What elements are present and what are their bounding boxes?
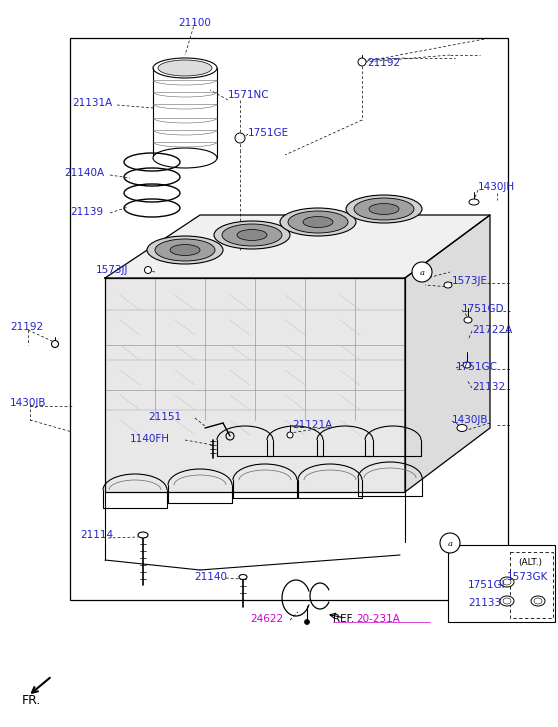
Text: 1430JH: 1430JH [478,182,515,192]
Text: 21131A: 21131A [72,98,112,108]
Text: 21722A: 21722A [472,325,512,335]
Ellipse shape [469,199,479,205]
Ellipse shape [214,221,290,249]
Ellipse shape [369,204,399,214]
Ellipse shape [358,58,366,66]
Ellipse shape [51,340,59,348]
Text: 1140FH: 1140FH [130,434,170,444]
Polygon shape [405,215,490,492]
Ellipse shape [354,198,414,220]
Text: 21100: 21100 [179,18,211,28]
Ellipse shape [303,217,333,228]
Ellipse shape [147,236,223,264]
Ellipse shape [138,532,148,538]
Text: a: a [448,540,453,548]
Text: 21192: 21192 [367,58,400,68]
Bar [510,552,553,618]
Ellipse shape [287,432,293,438]
Ellipse shape [500,596,514,606]
Ellipse shape [464,317,472,323]
Text: 1573JJ: 1573JJ [96,265,128,275]
Text: 21121A: 21121A [292,420,332,430]
Ellipse shape [145,267,152,273]
Ellipse shape [235,133,245,143]
Ellipse shape [457,425,467,432]
Text: 1751GC: 1751GC [456,362,498,372]
Text: 1573GK: 1573GK [506,572,548,582]
Text: 21114: 21114 [80,530,113,540]
Ellipse shape [503,579,511,585]
Circle shape [412,262,432,282]
Text: a: a [420,269,425,277]
Polygon shape [105,215,490,278]
Text: 1751GD: 1751GD [462,304,504,314]
Text: 21192: 21192 [10,322,43,332]
Text: 1571NC: 1571NC [228,90,270,100]
Ellipse shape [153,58,217,78]
Ellipse shape [288,211,348,233]
Ellipse shape [153,148,217,168]
Ellipse shape [170,244,200,255]
Ellipse shape [237,230,267,241]
Text: 21139: 21139 [70,207,103,217]
Polygon shape [105,278,405,492]
Text: 1430JB: 1430JB [10,398,46,408]
Ellipse shape [305,619,310,624]
Text: 20-231A: 20-231A [356,614,400,624]
Bar [448,545,555,622]
Ellipse shape [158,60,212,76]
Ellipse shape [444,282,452,288]
Circle shape [440,533,460,553]
Text: 21151: 21151 [148,412,181,422]
Ellipse shape [534,598,542,604]
Ellipse shape [500,577,514,587]
Text: REF.: REF. [333,614,354,624]
Text: (ALT.): (ALT.) [518,558,542,567]
Ellipse shape [346,195,422,223]
Bar [70,38,508,600]
Ellipse shape [155,239,215,261]
Ellipse shape [280,208,356,236]
Text: 1751GI: 1751GI [468,580,506,590]
Text: 1430JB: 1430JB [452,415,488,425]
Text: 24622: 24622 [251,614,283,624]
Ellipse shape [222,224,282,246]
Text: 1751GE: 1751GE [248,128,289,138]
Text: 21132: 21132 [472,382,505,392]
Text: 1573JE: 1573JE [452,276,488,286]
Ellipse shape [239,574,247,579]
Text: FR.: FR. [22,694,41,707]
Ellipse shape [531,596,545,606]
Text: 21133: 21133 [468,598,501,608]
Ellipse shape [463,362,471,368]
Text: 21140: 21140 [194,572,227,582]
Ellipse shape [503,598,511,604]
Text: 21140A: 21140A [64,168,104,178]
